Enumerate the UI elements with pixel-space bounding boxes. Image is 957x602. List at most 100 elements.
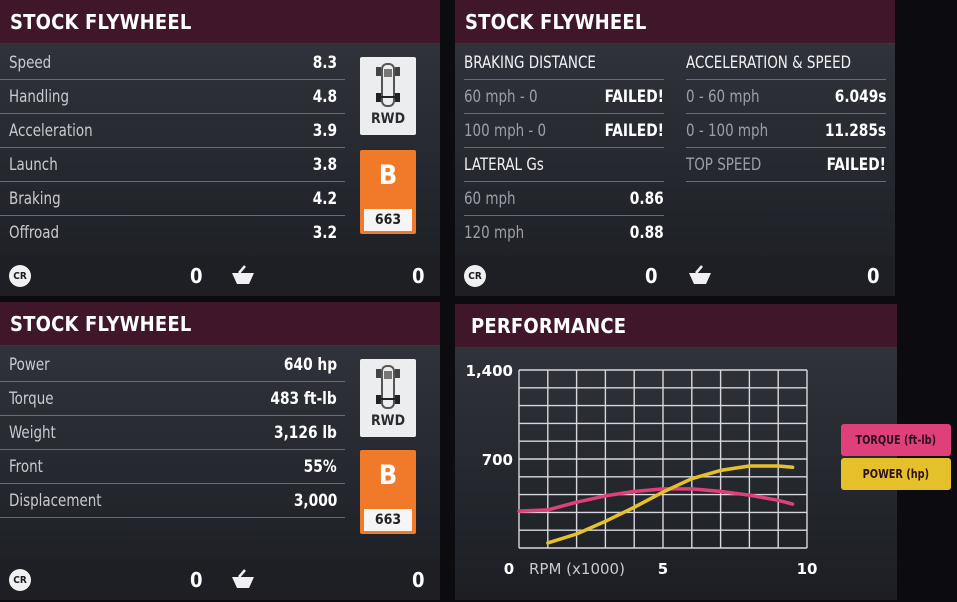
basket-value: 0 bbox=[412, 264, 425, 288]
car-chassis-icon bbox=[376, 63, 400, 107]
stat-label: Launch bbox=[9, 154, 58, 175]
series-line-power bbox=[546, 464, 795, 545]
stat-label: Offroad bbox=[9, 223, 60, 243]
spec-label: Torque bbox=[9, 388, 54, 409]
accel-heading-row: ACCELERATION & SPEED bbox=[686, 46, 886, 80]
stat-row-speed: Speed 8.3 bbox=[0, 46, 345, 80]
performance-chart-area: 1,400 700 0 5 10 RPM (x1000) bbox=[455, 350, 897, 600]
stats-panel-header: STOCK FLYWHEEL bbox=[0, 0, 440, 44]
spec-label: Power bbox=[9, 354, 50, 375]
legend-torque: TORQUE (ft-lb) bbox=[841, 424, 951, 456]
performance-chart: 1,400 700 0 5 10 RPM (x1000) bbox=[466, 362, 818, 578]
top-speed-value: FAILED! bbox=[826, 154, 886, 175]
accel-row: TOP SPEED FAILED! bbox=[686, 148, 886, 182]
accel-value: 6.049s bbox=[834, 86, 886, 107]
x-tick-label: 10 bbox=[797, 560, 818, 578]
class-pi-value: 663 bbox=[364, 209, 412, 231]
lateral-label: 120 mph bbox=[464, 223, 525, 243]
x-axis-label: RPM (x1000) bbox=[529, 560, 625, 578]
stat-value: 3.9 bbox=[312, 120, 337, 141]
car-chassis-icon bbox=[376, 365, 400, 409]
stat-label: Speed bbox=[9, 52, 52, 73]
lateral-heading-row: LATERAL Gs bbox=[464, 148, 664, 182]
spec-label: Displacement bbox=[9, 490, 102, 511]
performance-class-badge: B 663 bbox=[360, 450, 416, 534]
braking-heading-row: BRAKING DISTANCE bbox=[464, 46, 664, 80]
stat-label: Braking bbox=[9, 188, 61, 209]
braking-column: BRAKING DISTANCE 60 mph - 0 FAILED! 100 m… bbox=[464, 46, 664, 250]
credits-value: 0 bbox=[190, 568, 203, 592]
basket-value: 0 bbox=[867, 264, 880, 288]
series-line-torque bbox=[517, 487, 795, 513]
lateral-row: 60 mph 0.86 bbox=[464, 182, 664, 216]
accel-label: 0 - 100 mph bbox=[686, 120, 769, 141]
basket-value: 0 bbox=[412, 568, 425, 592]
credits-value: 0 bbox=[190, 264, 203, 288]
legend-power-label: POWER (hp) bbox=[862, 467, 930, 481]
tests-panel-title: STOCK FLYWHEEL bbox=[465, 9, 647, 34]
stat-row-launch: Launch 3.8 bbox=[0, 148, 345, 182]
class-pi-value: 663 bbox=[364, 509, 412, 531]
y-tick-label: 700 bbox=[482, 451, 513, 469]
drivetrain-badge: RWD bbox=[360, 359, 416, 437]
legend-torque-label: TORQUE (ft-lb) bbox=[855, 433, 937, 447]
braking-row: 60 mph - 0 FAILED! bbox=[464, 80, 664, 114]
spec-label: Front bbox=[9, 456, 43, 477]
stat-row-handling: Handling 4.8 bbox=[0, 80, 345, 114]
class-letter: B bbox=[378, 460, 398, 491]
performance-panel-title: PERFORMANCE bbox=[471, 313, 627, 338]
specs-footer: CR 0 0 bbox=[0, 560, 440, 600]
top-speed-label: TOP SPEED bbox=[686, 154, 762, 175]
drivetrain-label: RWD bbox=[370, 111, 406, 127]
specs-panel-title: STOCK FLYWHEEL bbox=[10, 311, 192, 336]
braking-label: 60 mph - 0 bbox=[464, 86, 538, 107]
lateral-value: 0.88 bbox=[630, 223, 664, 243]
performance-panel: PERFORMANCE 1,400 700 0 5 10 RPM (x1000) bbox=[455, 304, 897, 600]
spec-row-power: Power 640 hp bbox=[0, 348, 345, 382]
specs-panel: STOCK FLYWHEEL Power 640 hp Torque 483 ft-… bbox=[0, 302, 440, 600]
credits-icon: CR bbox=[9, 265, 31, 287]
spec-value: 483 ft-lb bbox=[270, 388, 337, 409]
accel-label: 0 - 60 mph bbox=[686, 86, 760, 107]
stat-row-offroad: Offroad 3.2 bbox=[0, 216, 345, 250]
acceleration-column: ACCELERATION & SPEED 0 - 60 mph 6.049s 0 … bbox=[686, 46, 886, 182]
spec-value: 3,000 bbox=[293, 490, 337, 511]
spec-value: 640 hp bbox=[283, 354, 337, 375]
stat-label: Acceleration bbox=[9, 120, 93, 141]
stat-row-acceleration: Acceleration 3.9 bbox=[0, 114, 345, 148]
spec-row-front: Front 55% bbox=[0, 450, 345, 484]
performance-class-badge: B 663 bbox=[360, 150, 416, 234]
spec-value: 55% bbox=[304, 456, 337, 477]
credits-icon: CR bbox=[9, 569, 31, 591]
spec-row-torque: Torque 483 ft-lb bbox=[0, 382, 345, 416]
y-tick-label: 1,400 bbox=[466, 362, 513, 380]
basket-icon bbox=[689, 265, 711, 284]
stat-value: 4.8 bbox=[312, 86, 337, 107]
spec-value: 3,126 lb bbox=[274, 422, 337, 443]
tests-panel: STOCK FLYWHEEL BRAKING DISTANCE 60 mph -… bbox=[455, 0, 895, 296]
legend-power: POWER (hp) bbox=[841, 458, 951, 490]
basket-icon bbox=[232, 569, 254, 588]
braking-value: FAILED! bbox=[604, 86, 664, 107]
credits-value: 0 bbox=[645, 264, 658, 288]
stats-footer: CR 0 0 bbox=[0, 256, 440, 296]
tests-panel-header: STOCK FLYWHEEL bbox=[455, 0, 895, 44]
stats-list: Speed 8.3 Handling 4.8 Acceleration 3.9 Lau… bbox=[0, 46, 345, 250]
spec-label: Weight bbox=[9, 422, 56, 443]
braking-label: 100 mph - 0 bbox=[464, 120, 547, 141]
basket-icon bbox=[232, 265, 254, 284]
braking-row: 100 mph - 0 FAILED! bbox=[464, 114, 664, 148]
lateral-value: 0.86 bbox=[630, 188, 664, 209]
accel-heading: ACCELERATION & SPEED bbox=[686, 52, 851, 73]
braking-value: FAILED! bbox=[604, 120, 664, 141]
braking-heading: BRAKING DISTANCE bbox=[464, 52, 596, 73]
accel-row: 0 - 100 mph 11.285s bbox=[686, 114, 886, 148]
spec-row-displacement: Displacement 3,000 bbox=[0, 484, 345, 518]
credits-icon: CR bbox=[464, 265, 486, 287]
class-letter: B bbox=[378, 160, 398, 191]
stat-value: 3.2 bbox=[312, 223, 337, 243]
specs-panel-header: STOCK FLYWHEEL bbox=[0, 302, 440, 346]
accel-value: 11.285s bbox=[824, 120, 886, 141]
drivetrain-badge: RWD bbox=[360, 57, 416, 135]
stat-row-braking: Braking 4.2 bbox=[0, 182, 345, 216]
